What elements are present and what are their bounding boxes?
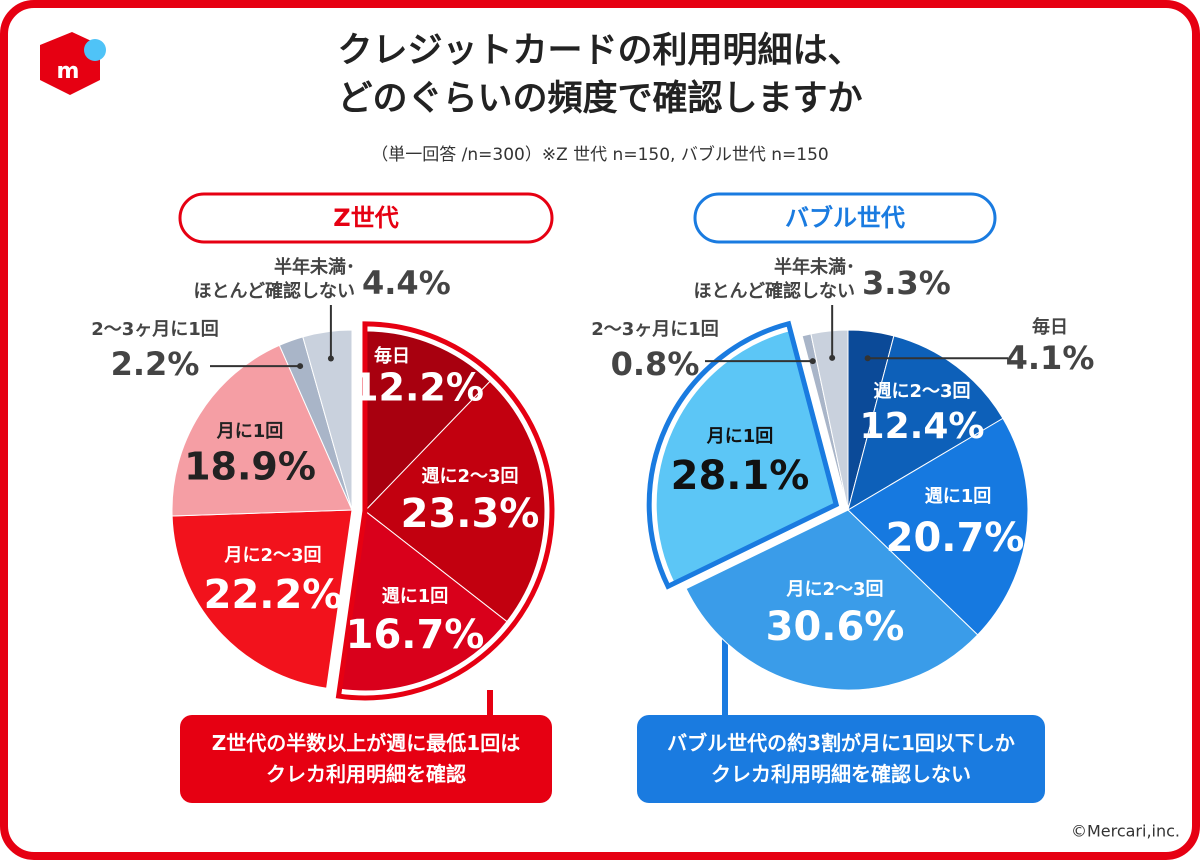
category-label: 月に2〜3回 [785,579,883,600]
leader-dot [829,354,836,361]
category-label: 週に2〜3回 [873,381,970,402]
highlight-outline [646,320,840,590]
value-label: 12.4% [860,406,985,447]
logo [40,32,106,95]
category-label: 2〜3ヶ月に1回 [91,319,219,340]
value-label: 18.9% [184,445,316,489]
value-label: 2.2% [111,345,200,383]
pie-slice [810,329,849,511]
pie-slice [685,509,979,691]
pie-slice [171,344,353,517]
pie-slice [847,417,1029,636]
category-label: 半年未満･ほとんど確認しない [194,256,355,302]
value-label: 23.3% [401,491,540,537]
value-label: 28.1% [671,453,810,499]
chart-header [178,192,554,244]
category-label: 毎日 [374,345,410,367]
category-label: 週に2〜3回 [421,466,518,487]
value-label: 4.4% [362,264,451,302]
category-label: 2〜3ヶ月に1回 [591,319,719,340]
callout-text: バブル世代の約3割が月に1回以下しかクレカ利用明細を確認しない [667,731,1015,786]
value-label: 12.2% [352,366,484,410]
value-label: 22.2% [204,572,343,618]
callout-box [180,715,552,803]
value-label: 30.6% [766,604,905,650]
chart-title: Z世代 [333,204,398,232]
callout-text: Z世代の半数以上が週に最低1回はクレカ利用明細を確認 [212,731,520,786]
pie-slice [364,380,546,623]
category-label: 週に1回 [382,586,449,607]
category-label: 週に1回 [925,486,992,507]
value-label: 0.8% [611,345,700,383]
title: クレジットカードの利用明細は、どのぐらいの頻度で確認しますか [337,31,862,119]
category-label: 半年未満･ほとんど確認しない [694,256,855,302]
category-label: 毎日 [1032,316,1068,338]
highlight-gap [336,325,550,696]
category-label: 月に1回 [706,426,774,447]
category-label: 月に1回 [216,421,284,442]
logo-text: m [57,59,80,84]
chart-header [693,192,997,244]
pie-slice [171,509,353,689]
highlight-gap [651,325,839,588]
leader-dot [327,355,334,362]
value-label: 20.7% [886,515,1025,561]
copyright: ©Mercari,inc. [1071,822,1180,841]
pie-slice [339,509,508,692]
pie-slice [847,335,1004,512]
callout-box [637,715,1045,803]
value-label: 4.1% [1006,339,1095,377]
pie-slice [364,330,491,513]
pie-slice [302,329,353,511]
value-label: 16.7% [346,612,485,658]
value-label: 3.3% [862,264,951,302]
leader-dot [864,355,871,362]
pie-slice [655,329,837,584]
chart-title: バブル世代 [785,204,905,232]
category-label: 月に2〜3回 [223,545,321,566]
leader-dot [297,363,304,370]
subtitle: （単一回答 /n=300）※Z 世代 n=150, バブル世代 n=150 [371,144,828,165]
leader-dot [809,358,816,365]
pie [655,329,1029,691]
highlight-outline [335,321,555,701]
pie [171,329,546,692]
